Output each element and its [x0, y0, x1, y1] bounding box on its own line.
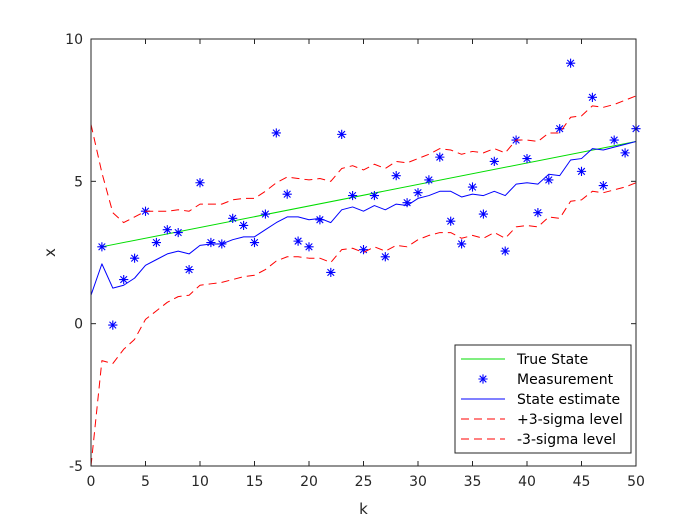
y-tick-label: 5	[74, 174, 83, 190]
measurement-point	[500, 246, 510, 256]
legend-item-3-sigma-level: -3-sigma level	[461, 432, 616, 448]
legend-label: Measurement	[517, 372, 614, 388]
x-tick-label: 40	[518, 474, 536, 490]
measurement-point	[206, 237, 216, 248]
legend-item-3-sigma-level: +3-sigma level	[461, 412, 623, 428]
measurement-point	[108, 320, 118, 330]
measurement-point	[424, 175, 434, 185]
measurement-point	[467, 182, 478, 192]
measurement-point	[587, 92, 597, 102]
y-tick-label: -5	[69, 459, 83, 475]
measurement-point	[478, 209, 488, 219]
measurement-point	[97, 242, 107, 252]
series-state-estimate-line	[90, 140, 637, 296]
x-tick-label: 45	[573, 474, 591, 490]
measurement-point	[228, 213, 238, 223]
measurement-point	[173, 227, 183, 238]
measurement-point	[413, 188, 423, 198]
measurement-point	[130, 253, 140, 263]
measurement-point	[576, 166, 587, 176]
measurement-point	[533, 208, 543, 218]
measurement-point	[184, 264, 194, 275]
x-tick-label: 15	[246, 474, 264, 490]
measurement-point	[457, 239, 467, 249]
measurement-point	[271, 128, 281, 138]
legend-label: True State	[516, 352, 588, 368]
legend-label: State estimate	[517, 392, 620, 408]
legend-label: +3-sigma level	[517, 412, 623, 428]
measurement-point	[544, 175, 554, 185]
y-tick-label: 0	[74, 317, 83, 333]
measurement-point	[369, 190, 379, 201]
x-tick-label: 0	[87, 474, 96, 490]
series-3-sigma-level-line	[90, 182, 637, 467]
measurement-point	[566, 58, 576, 68]
measurement-point	[489, 156, 499, 167]
measurement-point	[326, 267, 336, 278]
measurement-point	[337, 129, 347, 139]
x-tick-label: 50	[627, 474, 645, 490]
measurement-point	[435, 152, 445, 162]
measurement-point	[195, 178, 205, 188]
y-axis-label: x	[41, 248, 59, 257]
measurement-point	[293, 236, 303, 246]
legend-label: -3-sigma level	[517, 432, 616, 448]
measurement-point	[162, 225, 172, 235]
series-layer	[90, 58, 641, 467]
measurement-point	[151, 237, 161, 248]
measurement-point	[555, 124, 565, 134]
measurement-point	[522, 153, 532, 164]
measurement-point	[119, 274, 129, 285]
measurement-point	[391, 171, 401, 181]
measurement-point	[402, 198, 412, 208]
legend-marker	[478, 374, 488, 384]
measurement-point	[446, 216, 456, 226]
measurement-point	[315, 215, 325, 225]
x-tick-label: 35	[464, 474, 482, 490]
legend-item-measurement: Measurement	[478, 372, 614, 388]
series-true-state-line	[101, 140, 637, 248]
x-tick-label: 20	[300, 474, 318, 490]
y-tick-label: 10	[65, 32, 83, 48]
measurement-point	[598, 181, 608, 191]
measurement-point	[620, 148, 630, 158]
measurement-point	[348, 190, 358, 201]
measurement-point	[358, 245, 369, 255]
measurement-point	[609, 135, 619, 145]
measurement-point	[304, 242, 314, 252]
x-tick-label: 10	[191, 474, 209, 490]
legend-item-state-estimate: State estimate	[461, 392, 620, 408]
measurement-point	[260, 209, 270, 219]
x-tick-label: 25	[355, 474, 373, 490]
legend-item-true-state: True State	[461, 352, 588, 368]
x-axis-label: k	[359, 500, 368, 518]
measurement-point	[282, 189, 292, 199]
measurement-point	[239, 220, 249, 231]
series-3-sigma-level-line	[90, 95, 637, 224]
x-tick-label: 5	[141, 474, 150, 490]
legend: True State Measurement State estimate +3-si…	[454, 344, 632, 454]
measurement-point	[380, 252, 390, 262]
x-tick-label: 30	[409, 474, 427, 490]
measurement-point	[249, 237, 260, 248]
